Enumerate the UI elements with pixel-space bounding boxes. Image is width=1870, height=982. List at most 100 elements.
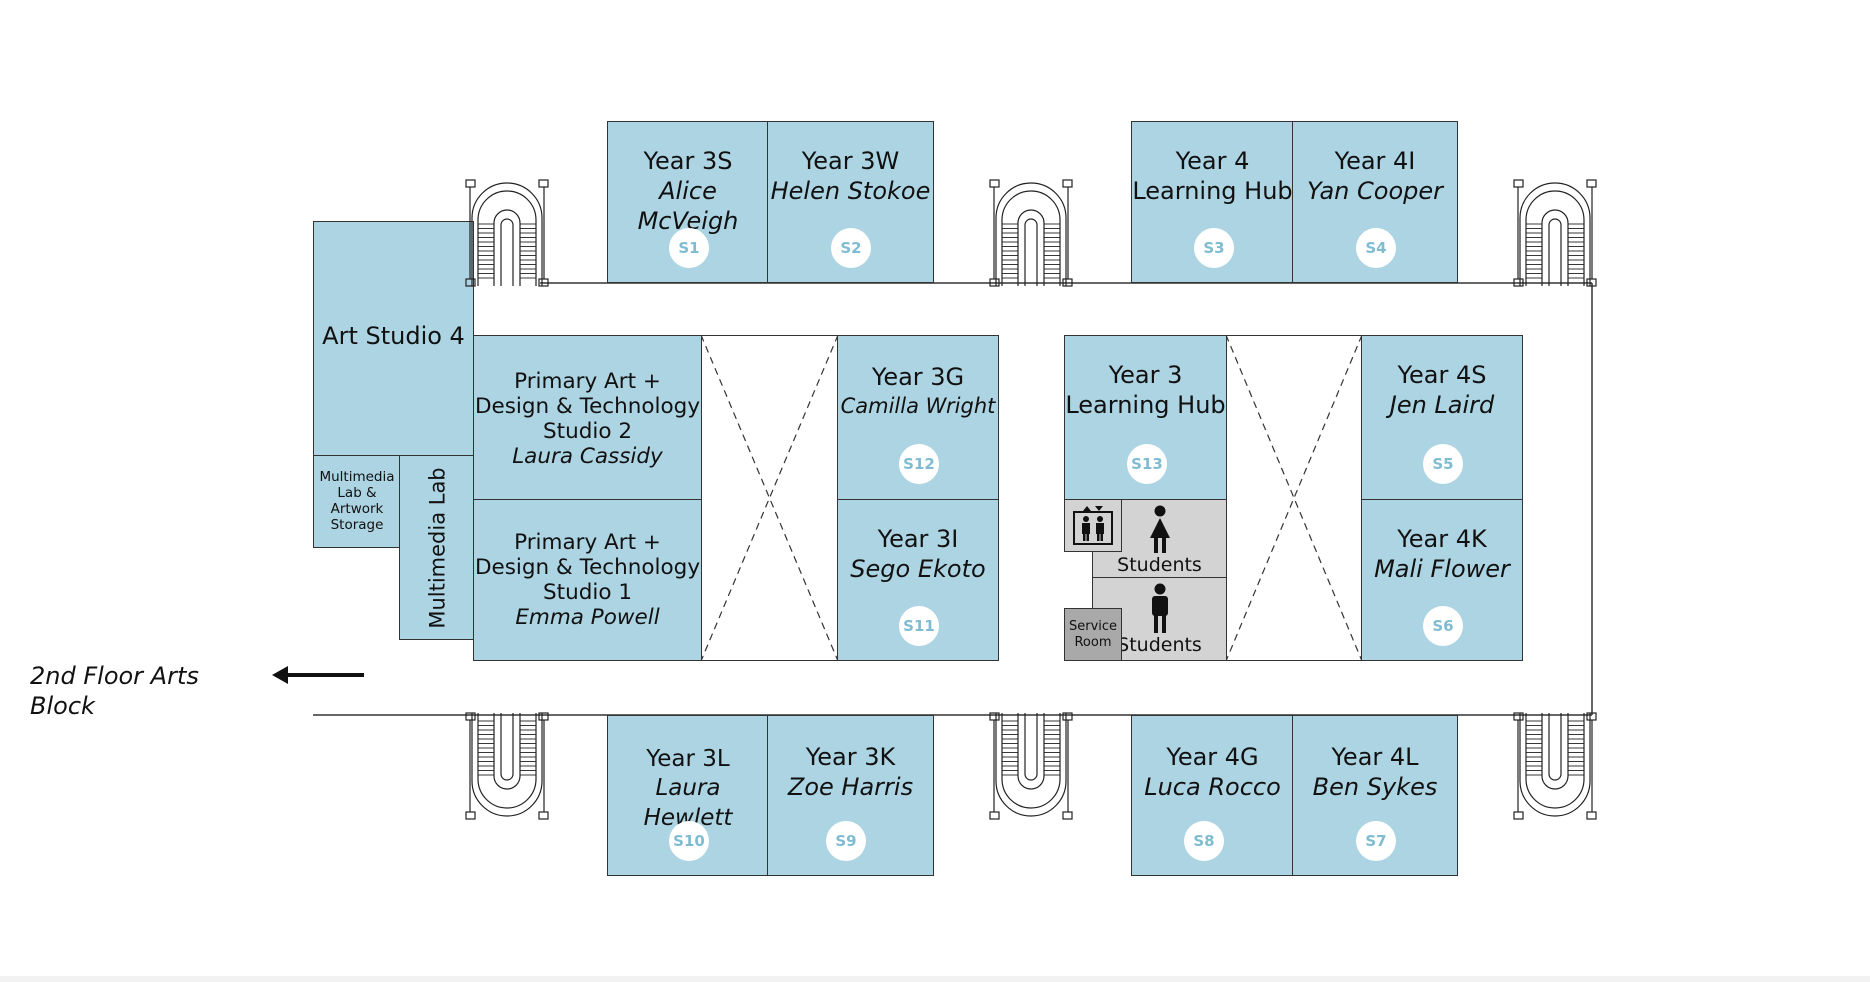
stairwell-5 [988, 711, 1074, 821]
service-room-label: Service Room [1065, 619, 1121, 651]
direction-label[interactable]: 2nd Floor Arts Block [30, 662, 199, 720]
room-year-4g[interactable]: Year 4G Luca Rocco S8 [1131, 715, 1294, 876]
stairwell-6 [1512, 711, 1598, 821]
room-title: Year 4I [1334, 147, 1416, 175]
room-badge: S12 [899, 444, 939, 484]
room-teacher: Laura Cassidy [512, 444, 663, 469]
room-year-4s[interactable]: Year 4S Jen Laird S5 [1361, 335, 1523, 501]
room-art-studio-4[interactable]: Art Studio 4 [313, 221, 474, 457]
room-multimedia-storage[interactable]: Multimedia Lab & Artwork Storage [313, 455, 401, 548]
room-teacher: Sego Ekoto [850, 555, 986, 583]
room-teacher: Ben Sykes [1312, 773, 1438, 801]
stairs-icon [989, 712, 1073, 820]
room-teacher: Yan Cooper [1307, 177, 1443, 205]
stairwell-4 [464, 711, 550, 821]
room-title: Year 3I [877, 525, 959, 553]
lift-icon [1073, 506, 1113, 545]
room-year-4l[interactable]: Year 4L Ben Sykes S7 [1292, 715, 1458, 876]
room-title-line: Learning Hub [1132, 177, 1293, 205]
label-line: Room [1074, 635, 1112, 650]
room-title-line: Year 4 [1175, 147, 1250, 175]
stairwell-3 [1512, 178, 1598, 288]
toilets-students-2[interactable]: Students [1092, 577, 1227, 661]
room-title-line: Design & Technology [474, 555, 701, 580]
room-title-line: Learning Hub [1065, 391, 1226, 419]
void-right [1225, 334, 1362, 661]
room-badge: S6 [1423, 606, 1463, 646]
void-left [700, 334, 838, 661]
void-cross [700, 334, 838, 661]
arrow-left-icon [272, 666, 364, 684]
label-line: Storage [330, 517, 384, 533]
room-badge: S9 [826, 821, 866, 861]
room-year-3-learning-hub[interactable]: Year 3 Learning Hub S13 [1064, 335, 1227, 501]
stairs-icon [465, 712, 549, 820]
room-badge: S11 [899, 606, 939, 646]
room-art-studio-2[interactable]: Primary Art + Design & Technology Studio… [473, 335, 702, 501]
room-teacher: Alice McVeigh [637, 177, 739, 235]
stairs-icon [1513, 712, 1597, 820]
room-badge: S8 [1184, 821, 1224, 861]
room-year-3l[interactable]: Year 3L Laura Hewlett S10 [607, 715, 769, 876]
room-year-4i[interactable]: Year 4I Yan Cooper S4 [1292, 121, 1458, 283]
room-title: Year 4G [1166, 743, 1259, 771]
room-title: Year 3K [805, 743, 896, 771]
room-badge: S13 [1127, 444, 1167, 484]
room-title: Year 3L [646, 746, 730, 772]
room-year-3k[interactable]: Year 3K Zoe Harris S9 [767, 715, 934, 876]
stairs-icon [1513, 179, 1597, 287]
room-teacher: Emma Powell [515, 605, 660, 630]
room-teacher: Jen Laird [1389, 391, 1495, 419]
room-badge: S4 [1356, 228, 1396, 268]
room-multimedia-lab[interactable]: Multimedia Lab [399, 455, 474, 640]
room-year-4-learning-hub[interactable]: Year 4 Learning Hub S3 [1131, 121, 1294, 283]
room-title-line: Primary Art + [514, 369, 661, 394]
room-title: Multimedia Lab [425, 467, 450, 629]
room-title-line: Studio 1 [543, 580, 632, 605]
page-bottom-strip [0, 976, 1870, 982]
room-year-3s[interactable]: Year 3S Alice McVeigh S1 [607, 121, 769, 283]
label-line: Service [1068, 619, 1118, 634]
stairwell-2 [988, 178, 1074, 288]
room-art-studio-1[interactable]: Primary Art + Design & Technology Studio… [473, 499, 702, 661]
room-badge: S3 [1194, 228, 1234, 268]
room-title: Year 3G [871, 363, 965, 391]
toilet-label: Students [1117, 634, 1202, 656]
room-badge: S7 [1356, 821, 1396, 861]
toilet-label: Students [1117, 554, 1202, 576]
room-title: Year 4L [1331, 743, 1419, 771]
room-title: Year 4K [1397, 525, 1487, 553]
stairs-icon [989, 179, 1073, 287]
stairs-icon [465, 179, 549, 287]
room-teacher: Zoe Harris [787, 773, 914, 801]
room-badge: S1 [669, 228, 709, 268]
stairwell-1 [464, 178, 550, 288]
room-title-line: Primary Art + [514, 530, 661, 555]
service-room[interactable]: Service Room [1064, 608, 1122, 661]
room-badge: S2 [831, 228, 871, 268]
room-teacher: Camilla Wright [840, 394, 996, 418]
label-line: Lab & [337, 485, 377, 501]
room-teacher: Luca Rocco [1144, 773, 1281, 801]
label-line: Multimedia [319, 469, 395, 485]
room-title: Year 3S [643, 147, 733, 175]
room-title: Year 4S [1397, 361, 1487, 389]
room-title: Year 3W [801, 147, 900, 175]
lift[interactable] [1064, 499, 1122, 552]
void-cross [1225, 334, 1362, 661]
room-teacher: Mali Flower [1374, 555, 1510, 583]
room-title-line: Design & Technology [474, 394, 701, 419]
room-teacher: Helen Stokoe [770, 177, 931, 205]
room-badge: S10 [669, 821, 709, 861]
room-year-4k[interactable]: Year 4K Mali Flower S6 [1361, 499, 1523, 661]
room-title-line: Year 3 [1108, 361, 1183, 389]
room-label: Multimedia Lab & Artwork Storage [314, 469, 400, 533]
room-title: Art Studio 4 [322, 322, 465, 350]
room-year-3i[interactable]: Year 3I Sego Ekoto S11 [837, 499, 999, 661]
room-year-3w[interactable]: Year 3W Helen Stokoe S2 [767, 121, 934, 283]
room-year-3g[interactable]: Year 3G Camilla Wright S12 [837, 335, 999, 501]
person-icon [1150, 505, 1170, 553]
label-line: Artwork [330, 501, 384, 517]
room-badge: S5 [1423, 444, 1463, 484]
